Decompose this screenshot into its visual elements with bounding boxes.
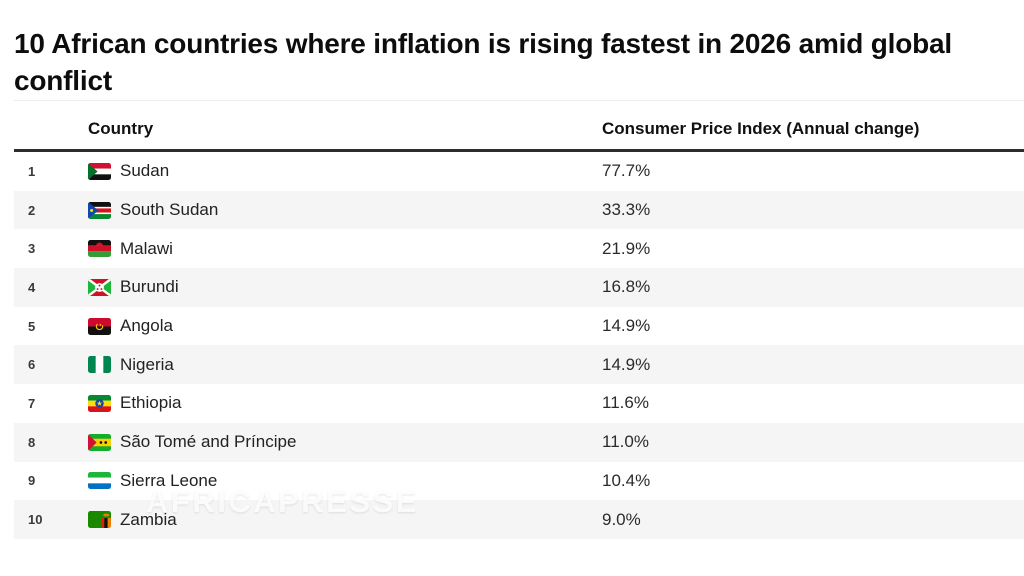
flag-nigeria-icon	[88, 356, 111, 374]
table-row: 7 Ethiopia 11.6%	[14, 384, 1024, 423]
table-row: 10 Zambia 9.0%	[14, 500, 1024, 539]
country-name: Nigeria	[120, 354, 174, 374]
country-name: São Tomé and Príncipe	[120, 432, 297, 452]
country-cell: São Tomé and Príncipe	[88, 432, 602, 452]
page-title: 10 African countries where inflation is …	[14, 27, 952, 96]
flag-malawi-icon	[88, 240, 111, 258]
country-cell: Malawi	[88, 239, 602, 259]
country-name: Burundi	[120, 277, 179, 297]
table-row: 6 Nigeria 14.9%	[14, 345, 1024, 385]
rank-number: 3	[28, 241, 36, 257]
table-header-row: Country Consumer Price Index (Annual cha…	[14, 100, 1024, 152]
country-cell: Nigeria	[88, 355, 602, 375]
cpi-value: 14.9%	[602, 354, 651, 374]
rank-number: 10	[28, 512, 43, 528]
column-header-cpi: Consumer Price Index (Annual change)	[602, 119, 920, 138]
country-cell: Burundi	[88, 277, 602, 297]
table-row: 1 Sudan 77.7%	[14, 152, 1024, 191]
cpi-value: 10.4%	[602, 470, 651, 490]
flag-zambia-icon	[88, 511, 111, 529]
cpi-value: 33.3%	[602, 200, 651, 220]
country-name: Ethiopia	[120, 393, 182, 413]
table-row: 3 Malawi 21.9%	[14, 229, 1024, 269]
country-cell: Zambia	[88, 510, 602, 530]
country-cell: South Sudan	[88, 200, 602, 220]
flag-south-sudan-icon	[88, 201, 111, 219]
cpi-value: 11.6%	[602, 393, 649, 413]
country-cell: Sierra Leone	[88, 471, 602, 491]
flag-sudan-icon	[88, 162, 111, 180]
country-name: Malawi	[120, 238, 173, 258]
country-cell: Sudan	[88, 161, 602, 181]
rank-number: 5	[28, 318, 36, 334]
rank-number: 1	[28, 163, 36, 179]
flag-sierra-leone-icon	[88, 472, 111, 490]
country-name: Sierra Leone	[120, 470, 218, 490]
table-body: 1 Sudan 77.7% 2 South Sudan 33.3% 3 Mala…	[14, 152, 1024, 539]
country-cell: Angola	[88, 316, 602, 336]
country-name: Angola	[120, 316, 173, 336]
inflation-table: Country Consumer Price Index (Annual cha…	[14, 100, 1024, 539]
column-header-country: Country	[88, 119, 154, 138]
country-name: Zambia	[120, 509, 177, 529]
cpi-value: 11.0%	[602, 432, 649, 452]
flag-ethiopia-icon	[88, 394, 111, 412]
country-cell: Ethiopia	[88, 393, 602, 413]
rank-number: 8	[28, 434, 36, 450]
rank-number: 2	[28, 202, 36, 218]
table-row: 2 South Sudan 33.3%	[14, 190, 1024, 230]
rank-number: 9	[28, 473, 36, 489]
rank-number: 4	[28, 279, 36, 295]
table-row: 9 Sierra Leone 10.4%	[14, 461, 1024, 501]
flag-sao-tome-icon	[88, 433, 111, 451]
cpi-value: 77.7%	[602, 161, 651, 181]
flag-burundi-icon	[88, 278, 111, 296]
rank-number: 6	[28, 357, 36, 373]
flag-angola-icon	[88, 317, 111, 335]
cpi-value: 9.0%	[602, 509, 641, 529]
country-name: South Sudan	[120, 200, 219, 220]
cpi-value: 14.9%	[602, 316, 651, 336]
cpi-value: 21.9%	[602, 238, 651, 258]
rank-number: 7	[28, 395, 36, 411]
table-row: 5 Angola 14.9%	[14, 306, 1024, 346]
cpi-value: 16.8%	[602, 277, 651, 297]
table-row: 4 Burundi 16.8%	[14, 268, 1024, 307]
country-name: Sudan	[120, 161, 170, 181]
table-row: 8 São Tomé and Príncipe 11.0%	[14, 422, 1024, 462]
